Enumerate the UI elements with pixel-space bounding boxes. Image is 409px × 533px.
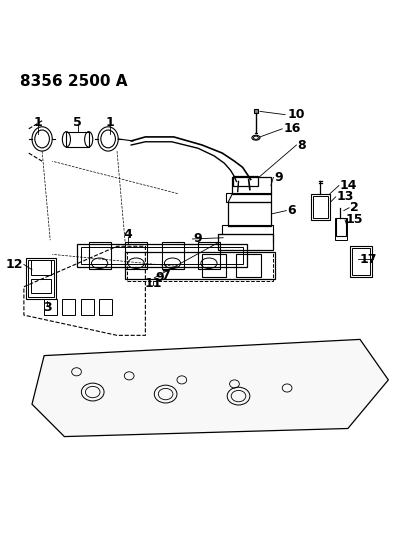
Bar	[31, 279, 50, 293]
Bar	[202, 254, 226, 277]
Text: 1: 1	[105, 116, 114, 129]
Text: 10: 10	[286, 108, 304, 121]
Text: 17: 17	[358, 253, 376, 266]
Text: 8: 8	[297, 139, 305, 151]
Text: 9: 9	[193, 232, 201, 246]
Bar	[349, 246, 371, 277]
Bar	[233, 176, 257, 187]
Bar	[198, 242, 220, 269]
Bar	[236, 254, 260, 277]
Bar	[99, 299, 112, 315]
Bar	[334, 218, 346, 240]
Bar	[62, 299, 75, 315]
Bar	[26, 259, 56, 299]
Bar	[226, 193, 270, 201]
Bar	[31, 261, 50, 274]
Text: 6: 6	[286, 204, 295, 217]
Text: 8356 2500 A: 8356 2500 A	[20, 74, 127, 89]
Bar	[76, 244, 246, 266]
Bar	[218, 234, 272, 251]
Polygon shape	[32, 340, 387, 437]
Bar	[125, 252, 274, 279]
Text: 3: 3	[43, 301, 52, 314]
Text: 13: 13	[336, 190, 353, 204]
Text: 7: 7	[161, 269, 170, 282]
Bar	[44, 299, 57, 315]
Bar	[127, 252, 272, 281]
Bar	[311, 193, 329, 220]
Bar	[228, 201, 270, 226]
Text: 11: 11	[144, 277, 162, 290]
Bar	[161, 242, 183, 269]
Text: 9: 9	[274, 171, 282, 184]
Text: 2: 2	[349, 201, 358, 214]
Text: 5: 5	[73, 116, 82, 129]
Bar	[222, 225, 272, 234]
Text: 14: 14	[339, 179, 356, 192]
Bar	[81, 247, 242, 264]
Text: 4: 4	[123, 229, 132, 241]
Text: 1: 1	[34, 116, 42, 129]
Bar	[335, 218, 345, 236]
Bar	[125, 242, 147, 269]
Bar	[88, 242, 111, 269]
Bar	[81, 299, 93, 315]
Text: 16: 16	[282, 122, 300, 135]
Bar	[351, 248, 369, 274]
Bar	[253, 109, 257, 114]
Bar	[232, 177, 270, 193]
Bar	[28, 261, 54, 297]
Bar	[66, 132, 88, 147]
Text: 12: 12	[6, 258, 23, 271]
Text: 9: 9	[155, 271, 164, 284]
Text: 15: 15	[345, 213, 362, 227]
Bar	[312, 196, 327, 218]
